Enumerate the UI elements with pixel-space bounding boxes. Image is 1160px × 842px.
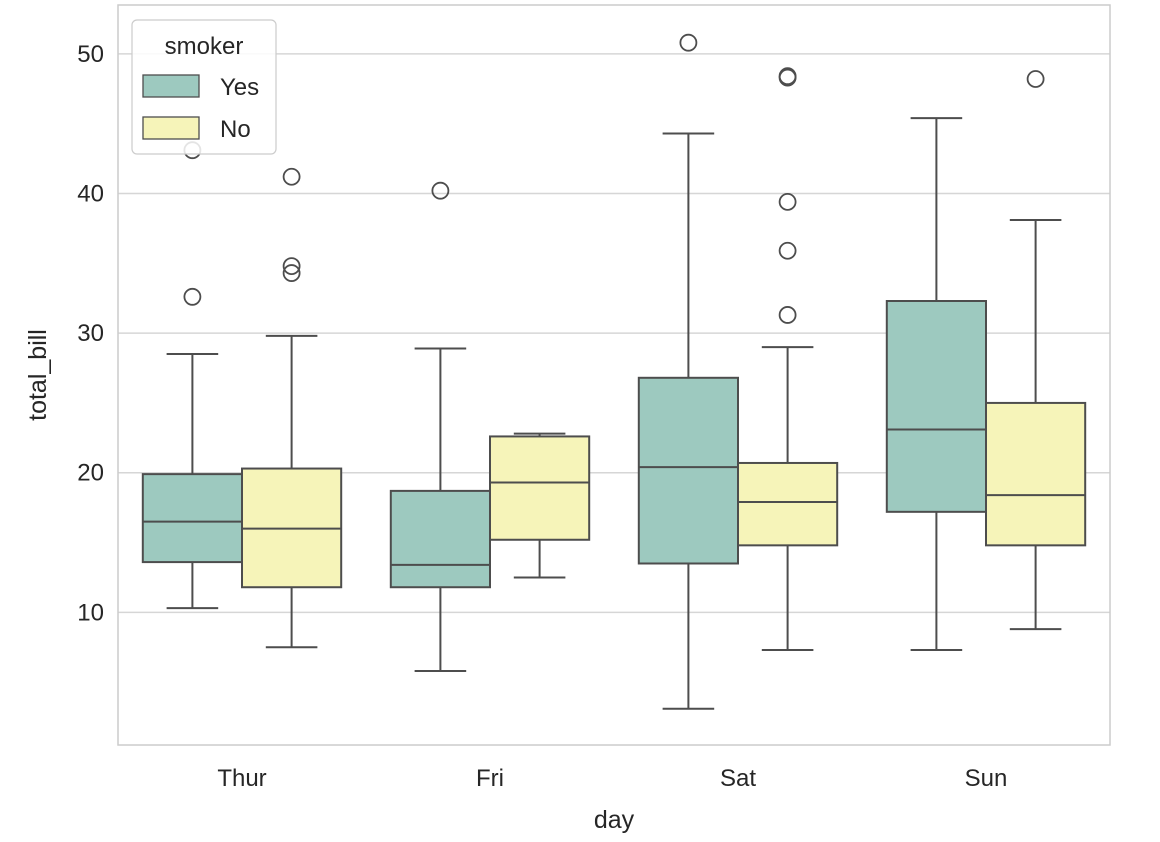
box-iqr xyxy=(985,401,1087,547)
y-tick-label: 20 xyxy=(77,460,104,487)
y-tick-labels: 10 20 30 40 50 xyxy=(77,41,104,626)
box-yes-sat xyxy=(637,33,739,710)
y-tick-label: 30 xyxy=(77,320,104,347)
outlier-point xyxy=(778,192,797,211)
box-yes-fri xyxy=(389,181,491,672)
outlier-point xyxy=(679,33,698,52)
legend-title: smoker xyxy=(165,33,244,60)
x-tick-label: Sun xyxy=(965,765,1008,792)
outlier-point xyxy=(1026,70,1045,88)
x-tick-labels: Thur Fri Sat Sun xyxy=(217,765,1007,792)
outlier-point xyxy=(282,264,301,282)
box-iqr xyxy=(637,376,739,565)
legend-label-no: No xyxy=(220,116,251,143)
outlier-point xyxy=(431,181,450,200)
x-tick-label: Thur xyxy=(217,765,266,792)
y-tick-label: 50 xyxy=(77,41,104,68)
y-tick-label: 40 xyxy=(77,180,104,207)
boxes xyxy=(141,33,1087,710)
x-tick-label: Fri xyxy=(476,765,504,792)
box-iqr xyxy=(389,489,491,589)
outlier-point xyxy=(778,241,797,260)
outlier-point xyxy=(778,306,797,324)
box-no-fri xyxy=(489,432,591,579)
box-no-sat xyxy=(737,67,839,652)
legend: smoker Yes No xyxy=(131,19,277,155)
outlier-point xyxy=(183,287,202,306)
x-tick-label: Sat xyxy=(720,765,756,792)
box-no-thur xyxy=(241,167,343,649)
outlier-point xyxy=(282,257,301,275)
box-iqr xyxy=(141,473,243,564)
box-iqr xyxy=(489,435,591,541)
box-yes-thur xyxy=(141,141,243,610)
y-axis-title: total_bill xyxy=(24,329,52,421)
x-axis-title: day xyxy=(594,806,635,834)
box-iqr xyxy=(885,300,987,513)
box-yes-sun xyxy=(885,117,987,652)
legend-swatch-yes xyxy=(142,74,200,98)
outlier-point xyxy=(778,67,797,86)
outlier-point xyxy=(282,167,301,186)
box-iqr xyxy=(737,461,839,547)
y-tick-label: 10 xyxy=(77,599,104,626)
legend-label-yes: Yes xyxy=(220,74,259,101)
legend-swatch-no xyxy=(142,116,200,140)
box-no-sun xyxy=(985,70,1087,631)
plot-frame xyxy=(117,4,1111,746)
